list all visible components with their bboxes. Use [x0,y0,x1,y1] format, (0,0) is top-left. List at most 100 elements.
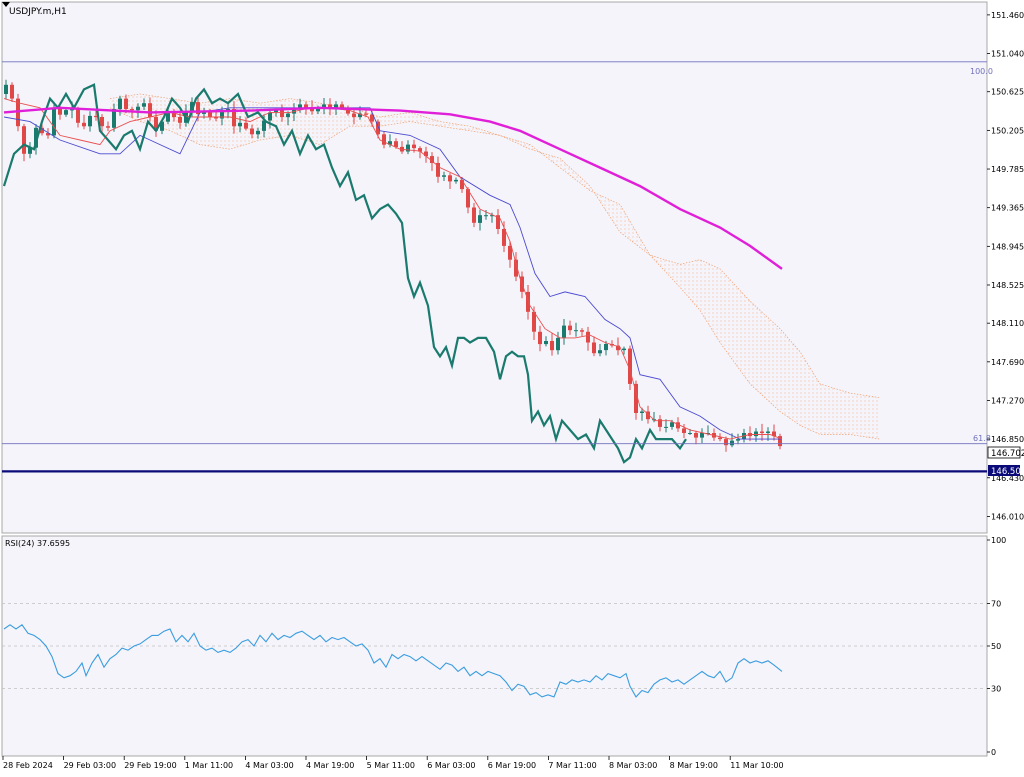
candle-body [688,433,692,434]
candle [478,209,482,231]
candle-body [580,330,584,332]
candle-body [436,163,440,177]
candle [292,103,296,121]
candle [772,424,776,441]
candle-body [466,189,470,208]
rsi-tick-label: 100 [991,536,1006,545]
candle [622,346,626,355]
candle [442,171,446,181]
candle-body [586,331,590,343]
price-tick-label: 150.625 [991,88,1024,97]
candle-body [10,84,14,99]
candle-body [490,215,494,217]
ichimoku-cloud [109,93,881,440]
candle-body [292,107,296,114]
candle [448,173,452,189]
candle [250,124,254,139]
candle-body [640,411,644,413]
candle-body [604,344,608,351]
candle-body [682,428,686,433]
candle-body [646,411,650,420]
candle-body [28,147,32,154]
candle [598,344,602,357]
candle-body [274,110,278,113]
candle-body [322,104,326,108]
candle-body [94,115,98,118]
price-tick-label: 148.110 [991,319,1024,328]
dropdown-triangle-icon[interactable] [2,2,10,7]
fib-618-label: 61.8 [973,434,991,443]
candle [514,252,518,282]
candle-body [136,106,140,111]
candle [574,322,578,337]
candle-body [694,433,698,438]
rsi-tick-label: 70 [991,600,1001,609]
fib-100-label: 100.0 [970,67,993,76]
candle [382,131,386,149]
candle [760,423,764,441]
candle-body [538,331,542,345]
candle-body [472,207,476,223]
candle [46,128,50,139]
candle-body [364,113,368,115]
candle [472,202,476,228]
candle [286,111,290,126]
time-tick-label: 4 Mar 03:00 [245,761,293,770]
candle [322,98,326,115]
time-tick-label: 5 Mar 11:00 [367,761,415,770]
candle-body [706,433,710,434]
candle [418,146,422,159]
candle-body [238,122,242,127]
candle [406,140,410,155]
candle-body [214,117,218,119]
rsi-title: RSI(24) 37.6595 [5,539,70,548]
candle [496,209,500,235]
candle-body [544,341,548,345]
candle-body [166,111,170,122]
candle-body [304,104,308,108]
candle-body [52,107,56,136]
candle [328,98,332,116]
rsi-tick-label: 0 [991,748,996,757]
time-tick-label: 1 Mar 11:00 [185,761,233,770]
price-tick-label: 146.010 [991,512,1024,521]
candle-body [370,114,374,122]
cloud-fill [110,94,880,440]
price-tick-label: 148.945 [991,242,1024,251]
candle-body [448,175,452,182]
candle [76,106,80,128]
symbol-label: USDJPY.m,H1 [9,7,67,17]
candle-body [124,98,128,109]
candle [148,97,152,122]
candle [586,326,590,351]
price-tick-label: 149.785 [991,165,1024,174]
candle-body [724,439,728,446]
time-tick-label: 8 Mar 19:00 [670,761,718,770]
candle-body [130,109,134,111]
candle [634,380,638,420]
candle-body [424,151,428,157]
candle-body [106,126,110,128]
candle-body [700,433,704,438]
candle [754,428,758,442]
candle-body [532,311,536,332]
candle-body [154,117,158,131]
candle [106,121,110,132]
candle-body [196,102,200,114]
candle [544,336,548,347]
candle-body [160,121,164,131]
candle-body [478,215,482,223]
candle-body [778,436,782,447]
candle-body [598,350,602,354]
candle-body [100,117,104,127]
rsi-line [3,624,783,698]
candle-body [76,109,80,123]
candle-body [256,130,260,135]
candle [592,336,596,357]
candle-body [340,104,344,108]
candle [538,325,542,352]
time-tick-label: 7 Mar 11:00 [548,761,596,770]
price-tick-label: 148.525 [991,281,1024,290]
candle-body [418,148,422,152]
